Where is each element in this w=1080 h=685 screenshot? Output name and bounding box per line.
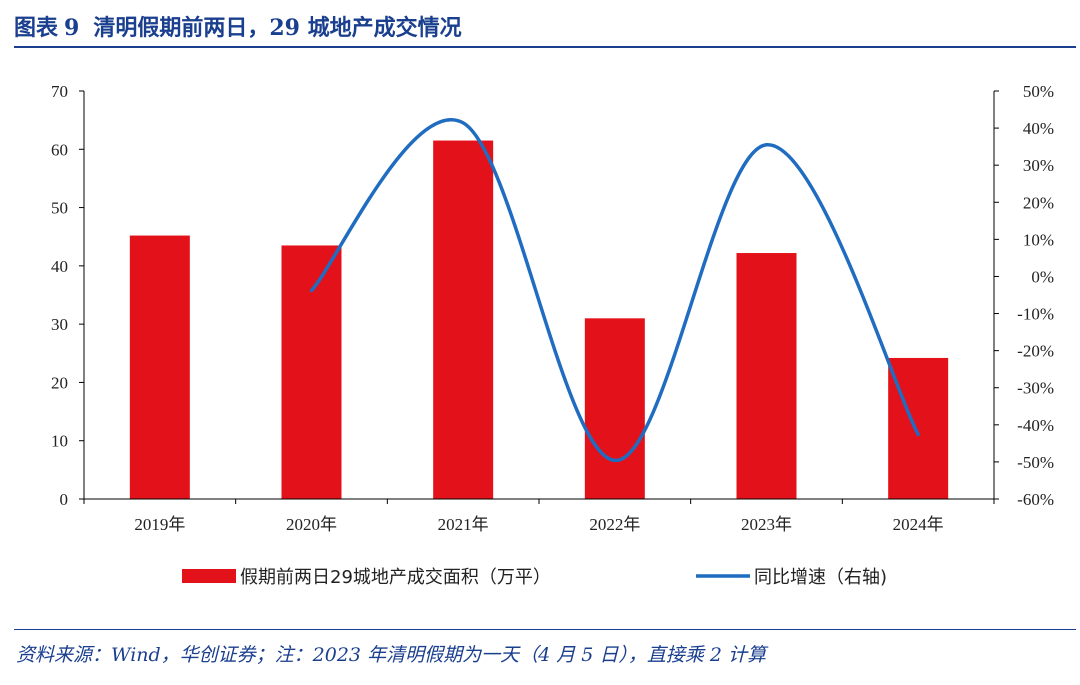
left-tick-label: 10 <box>51 432 68 451</box>
figure-title: 图表 9 清明假期前两日，29 城地产成交情况 <box>14 10 1074 46</box>
left-tick-label: 20 <box>51 373 68 392</box>
legend-swatch-bar <box>182 569 236 583</box>
bar <box>281 245 342 499</box>
source-note: 资料来源：Wind，华创证券；注：2023 年清明假期为一天（4 月 5 日），… <box>16 644 767 666</box>
figure-label: 图表 <box>14 15 59 41</box>
bar <box>433 140 494 500</box>
figure-title-text: 清明假期前两日，29 城地产成交情况 <box>93 15 462 41</box>
right-tick-label: 0% <box>1031 267 1054 286</box>
legend-label-bar: 假期前两日29城地产成交面积（万平） <box>240 567 551 588</box>
left-tick-label: 70 <box>51 82 68 101</box>
title-rule <box>14 46 1076 48</box>
growth-line <box>309 118 920 463</box>
x-tick-label: 2020年 <box>286 515 337 534</box>
left-tick-label: 30 <box>51 315 68 334</box>
right-tick-label: -10% <box>1017 305 1054 324</box>
right-tick-label: 20% <box>1023 193 1054 212</box>
left-tick-label: 40 <box>51 257 68 276</box>
right-tick-label: -30% <box>1017 379 1054 398</box>
chart: 0 10 20 30 40 50 60 70 -60% -50% -40% -30% -20% -10% 0… <box>51 82 1054 588</box>
right-tick-label: -50% <box>1017 453 1054 472</box>
right-tick-label: 30% <box>1023 156 1054 175</box>
x-tick-label: 2021年 <box>438 515 489 534</box>
right-tick-label: -40% <box>1017 416 1054 435</box>
right-tick-label: -20% <box>1017 342 1054 361</box>
bar <box>888 357 949 499</box>
x-tick-label: 2024年 <box>893 515 944 534</box>
x-tick-label: 2019年 <box>134 515 185 534</box>
bar <box>736 253 797 499</box>
left-tick-label: 60 <box>51 140 68 159</box>
right-tick-label: -60% <box>1017 490 1054 509</box>
x-tick-label: 2023年 <box>741 515 792 534</box>
legend-label-line: 同比增速（右轴) <box>754 567 887 588</box>
right-tick-label: 10% <box>1023 230 1054 249</box>
left-tick-label: 0 <box>60 490 69 509</box>
footer-rule <box>14 629 1076 630</box>
bar <box>129 235 190 499</box>
right-tick-label: 40% <box>1023 119 1054 138</box>
left-tick-label: 50 <box>51 199 68 218</box>
bar <box>584 318 645 499</box>
figure-number: 9 <box>64 15 80 41</box>
x-tick-label: 2022年 <box>589 515 640 534</box>
right-tick-label: 50% <box>1023 82 1054 101</box>
